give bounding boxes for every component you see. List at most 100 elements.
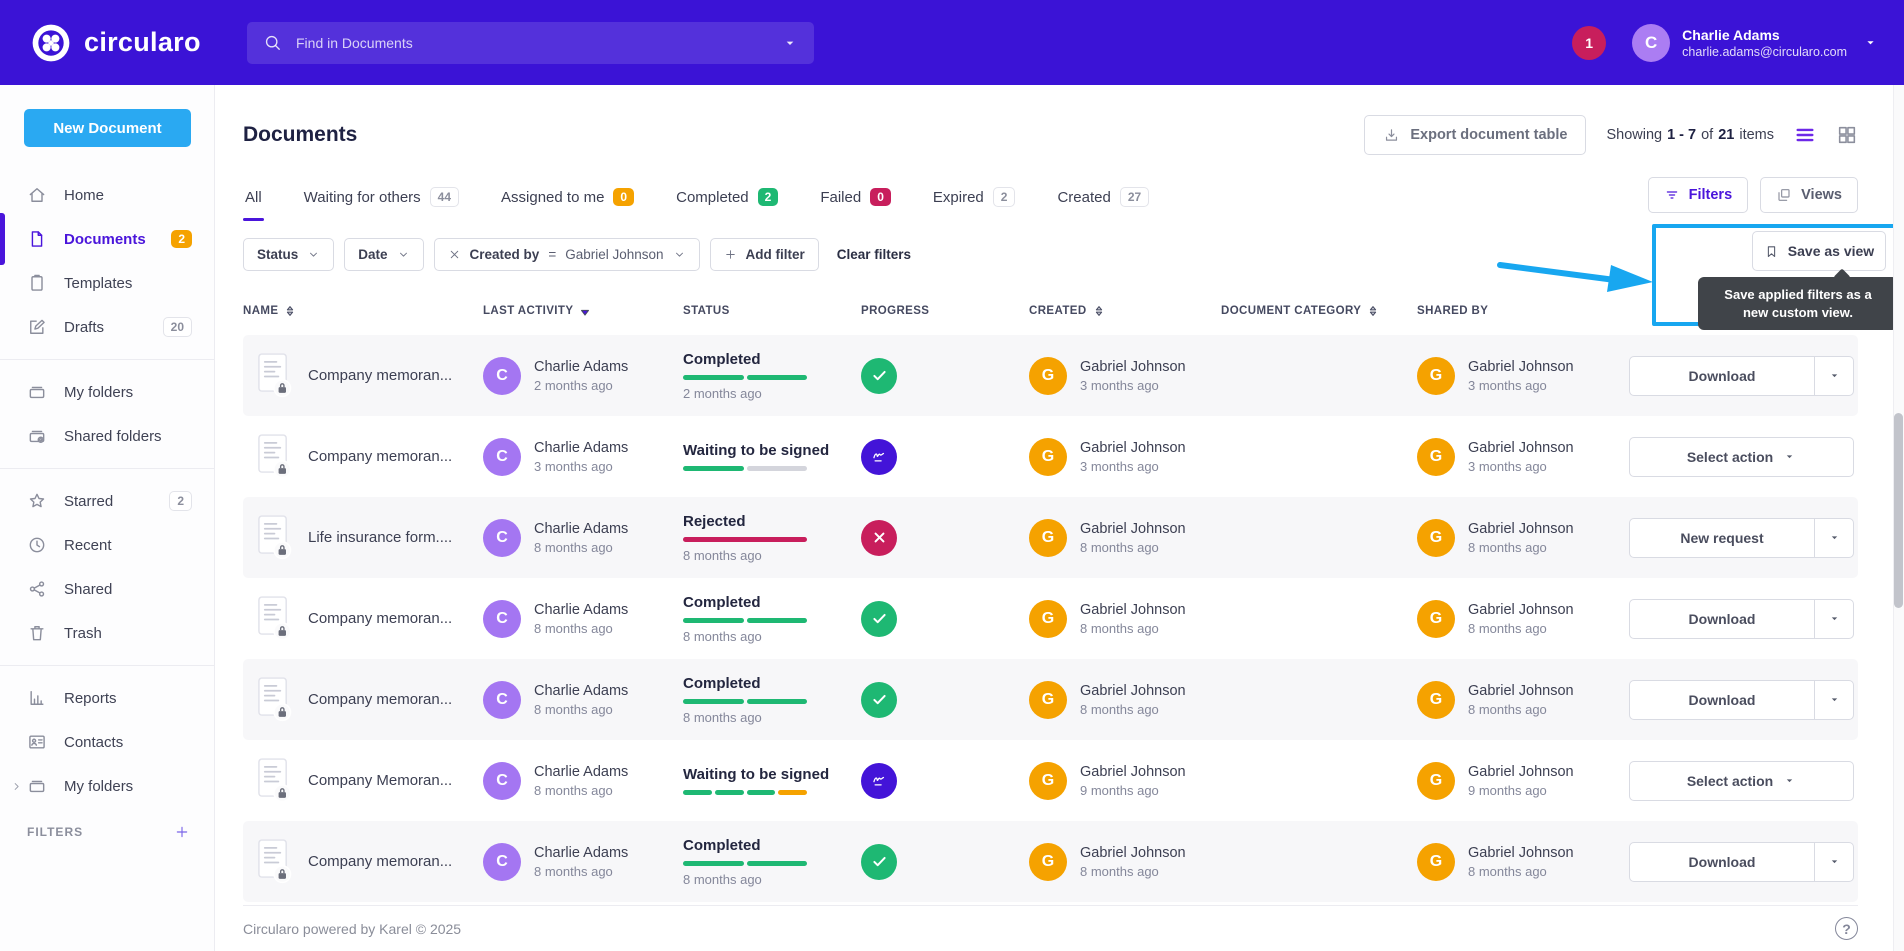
table-row[interactable]: Company memoran... C Charlie Adams 3 months…	[243, 416, 1858, 497]
column-header-name[interactable]: NAME	[243, 304, 483, 318]
download-button[interactable]: Download	[1629, 841, 1854, 882]
search-scope-caret-icon[interactable]	[782, 35, 798, 51]
select-action-button[interactable]: Select action	[1629, 760, 1854, 801]
sidebar-item-shared[interactable]: Shared	[0, 567, 214, 611]
select-action-button[interactable]: Select action	[1629, 436, 1854, 477]
table-row[interactable]: Company memoran... C Charlie Adams 8 months…	[243, 659, 1858, 740]
sharedfolder-icon	[27, 426, 47, 446]
table-row[interactable]: Company memoran... C Charlie Adams 8 months…	[243, 821, 1858, 902]
sidebar-item-drafts[interactable]: Drafts 20	[0, 305, 214, 349]
action-dropdown-caret[interactable]	[1815, 693, 1853, 706]
action-dropdown-caret[interactable]	[1815, 531, 1853, 544]
sidebar-item-starred[interactable]: Starred 2	[0, 479, 214, 523]
person-time: 9 months ago	[1080, 782, 1159, 798]
check-icon	[870, 609, 889, 628]
filter-chip-status[interactable]: Status	[243, 237, 335, 271]
person-meta: Charlie Adams 8 months ago	[534, 845, 628, 879]
person-time: 3 months ago	[1080, 458, 1159, 474]
sidebar-item-recent[interactable]: Recent	[0, 523, 214, 567]
chevron-down-icon	[673, 248, 686, 261]
tab-completed[interactable]: Completed 2	[674, 187, 780, 221]
filters-button[interactable]: Filters	[1647, 177, 1749, 213]
cross-icon	[870, 528, 889, 547]
column-header-created[interactable]: CREATED	[1029, 304, 1221, 318]
person-name: Gabriel Johnson	[1468, 601, 1574, 618]
sidebar-item-my-folders-tree[interactable]: My folders	[0, 764, 214, 808]
person-time: 8 months ago	[1080, 539, 1159, 555]
person-time: 8 months ago	[1468, 539, 1547, 555]
download-button[interactable]: Download	[1629, 598, 1854, 639]
tab-waiting-for-others[interactable]: Waiting for others 44	[302, 187, 461, 221]
status-label: Completed	[683, 350, 761, 368]
filter-chip-created-by[interactable]: Created by = Gabriel Johnson	[433, 237, 700, 271]
filter-chip-date[interactable]: Date	[344, 237, 424, 271]
avatar: G	[1417, 437, 1455, 476]
table-row[interactable]: Company memoran... C Charlie Adams 8 months…	[243, 578, 1858, 659]
person-name: Gabriel Johnson	[1080, 520, 1186, 537]
tab-label: Assigned to me	[501, 188, 605, 206]
button-divider	[1814, 518, 1815, 557]
vertical-scrollbar[interactable]	[1893, 85, 1904, 951]
scrollbar-thumb[interactable]	[1894, 413, 1903, 608]
search-input[interactable]: Find in Documents	[247, 21, 814, 64]
export-document-table-button[interactable]: Export document table	[1364, 115, 1587, 155]
tab-failed[interactable]: Failed 0	[818, 187, 893, 221]
new-document-button[interactable]: New Document	[24, 109, 191, 147]
status-label: Rejected	[683, 512, 746, 530]
tab-created[interactable]: Created 27	[1055, 187, 1151, 221]
filter-operator: =	[548, 246, 557, 262]
column-header-last-activity[interactable]: LAST ACTIVITY	[483, 304, 683, 318]
sidebar-item-contacts-tree[interactable]: Contacts	[0, 720, 214, 764]
sort-icon	[1092, 304, 1106, 318]
filter-value: Gabriel Johnson	[565, 246, 664, 262]
tab-expired[interactable]: Expired 2	[931, 187, 1018, 221]
new-request-button[interactable]: New request	[1629, 517, 1854, 558]
person-meta: Gabriel Johnson 8 months ago	[1468, 845, 1574, 879]
sidebar-item-templates[interactable]: Templates	[0, 261, 214, 305]
sidebar-item-my-folders[interactable]: My folders	[0, 370, 214, 414]
list-view-icon[interactable]	[1794, 124, 1816, 146]
notification-badge[interactable]: 1	[1572, 25, 1607, 60]
sidebar-item-home[interactable]: Home	[0, 173, 214, 217]
user-name: Charlie Adams	[1682, 26, 1780, 43]
views-button[interactable]: Views	[1760, 177, 1858, 213]
filter-chip-add-filter[interactable]: Add filter	[709, 237, 819, 271]
person-name: Charlie Adams	[534, 844, 629, 861]
tab-assigned-to-me[interactable]: Assigned to me 0	[499, 187, 636, 221]
brand[interactable]: circularo	[30, 22, 215, 64]
action-dropdown-caret[interactable]	[1815, 612, 1853, 625]
person-name: Charlie Adams	[534, 520, 629, 537]
progress-bar	[683, 466, 807, 471]
sidebar-item-shared-folders[interactable]: Shared folders	[0, 414, 214, 458]
cell-created: G Gabriel Johnson 8 months ago	[1029, 680, 1221, 719]
sidebar-item-trash[interactable]: Trash	[0, 611, 214, 655]
status-label: Completed	[683, 674, 761, 692]
person-name: Gabriel Johnson	[1468, 520, 1574, 537]
action-dropdown-caret[interactable]	[1815, 369, 1853, 382]
clear-filters-button[interactable]: Clear filters	[836, 246, 912, 262]
progress-segment	[683, 860, 744, 866]
download-button[interactable]: Download	[1629, 355, 1854, 396]
page-title: Documents	[243, 123, 358, 146]
document-name: Company memoran...	[308, 367, 453, 384]
user-menu[interactable]: C Charlie Adams charlie.adams@circularo.…	[1632, 23, 1878, 62]
tab-all[interactable]: All	[243, 187, 264, 221]
main-content: Documents Export document table Showing 1…	[215, 85, 1904, 951]
action-dropdown-caret[interactable]	[1815, 855, 1853, 868]
add-filter-plus-icon[interactable]	[174, 824, 190, 840]
column-header-document-category[interactable]: DOCUMENT CATEGORY	[1221, 304, 1417, 318]
cell-progress	[861, 600, 1029, 637]
download-button[interactable]: Download	[1629, 679, 1854, 720]
grid-view-icon[interactable]	[1836, 124, 1858, 146]
sidebar-item-documents[interactable]: Documents 2	[0, 213, 214, 265]
table-row[interactable]: Company memoran... C Charlie Adams 2 months…	[243, 335, 1858, 416]
caret-down-icon	[1783, 774, 1796, 787]
document-lock-icon	[256, 838, 293, 885]
help-icon[interactable]: ?	[1835, 917, 1858, 940]
cell-name: Life insurance form....	[243, 514, 483, 561]
table-row[interactable]: Company Memoran... C Charlie Adams 8 months…	[243, 740, 1858, 821]
sidebar-item-reports[interactable]: Reports	[0, 676, 214, 720]
table-row[interactable]: Life insurance form.... C Charlie Adams 8 m…	[243, 497, 1858, 578]
save-as-view-button[interactable]: Save as view	[1752, 231, 1886, 271]
person-time: 8 months ago	[534, 701, 613, 717]
